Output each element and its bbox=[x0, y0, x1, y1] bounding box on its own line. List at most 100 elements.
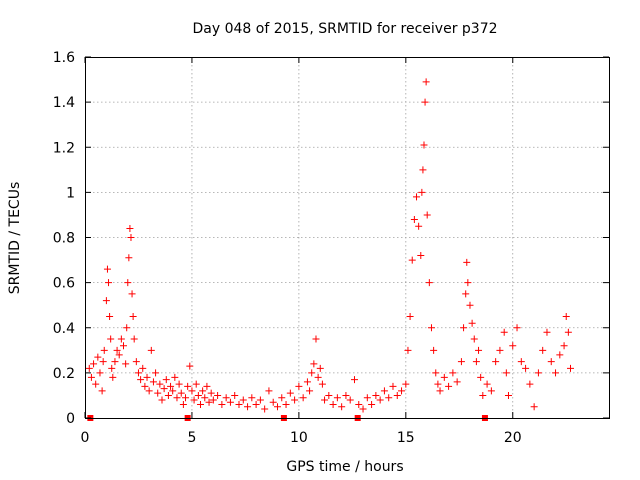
data-point bbox=[111, 358, 119, 366]
data-point bbox=[466, 301, 474, 309]
data-point bbox=[504, 391, 512, 399]
data-point bbox=[194, 391, 202, 399]
data-point bbox=[468, 319, 476, 327]
y-tick-label: 1.4 bbox=[53, 95, 75, 111]
data-point bbox=[479, 391, 487, 399]
data-point bbox=[342, 391, 350, 399]
data-point bbox=[562, 312, 570, 320]
data-point bbox=[132, 358, 140, 366]
data-point bbox=[306, 387, 314, 395]
data-point bbox=[567, 364, 575, 372]
data-point bbox=[534, 369, 542, 377]
data-point bbox=[500, 328, 508, 336]
data-point bbox=[547, 358, 555, 366]
data-point bbox=[113, 346, 121, 354]
data-point bbox=[87, 373, 95, 381]
data-point bbox=[457, 358, 465, 366]
data-points bbox=[85, 78, 575, 413]
data-point bbox=[282, 400, 290, 408]
y-tick-label: 0.2 bbox=[53, 366, 75, 382]
data-point bbox=[350, 376, 358, 384]
data-point bbox=[261, 405, 269, 413]
y-tick-label: 0 bbox=[66, 411, 75, 427]
data-point bbox=[123, 324, 131, 332]
data-point bbox=[445, 382, 453, 390]
data-point bbox=[177, 389, 185, 397]
data-point bbox=[496, 346, 504, 354]
x-axis-label: GPS time / hours bbox=[286, 459, 403, 475]
data-point bbox=[130, 335, 138, 343]
data-point bbox=[517, 358, 525, 366]
data-point bbox=[303, 378, 311, 386]
data-point bbox=[432, 369, 440, 377]
data-point bbox=[564, 328, 572, 336]
data-point bbox=[137, 376, 145, 384]
data-point bbox=[308, 369, 316, 377]
data-point bbox=[513, 324, 521, 332]
data-point bbox=[472, 358, 480, 366]
data-point bbox=[96, 369, 104, 377]
data-point bbox=[376, 396, 384, 404]
data-point bbox=[522, 364, 530, 372]
x-tick-label: 0 bbox=[81, 430, 90, 446]
data-point bbox=[171, 373, 179, 381]
data-point bbox=[218, 400, 226, 408]
data-point bbox=[543, 328, 551, 336]
data-point bbox=[502, 369, 510, 377]
data-point bbox=[106, 312, 114, 320]
data-point bbox=[421, 98, 429, 106]
data-point bbox=[214, 391, 222, 399]
data-point bbox=[530, 403, 538, 411]
data-point bbox=[184, 382, 192, 390]
data-point bbox=[152, 369, 160, 377]
data-point bbox=[355, 400, 363, 408]
data-point bbox=[346, 396, 354, 404]
x-tick-label: 15 bbox=[397, 430, 415, 446]
data-point bbox=[192, 380, 200, 388]
data-point bbox=[413, 193, 421, 201]
data-point bbox=[314, 373, 322, 381]
data-point bbox=[115, 351, 123, 359]
data-point bbox=[406, 312, 414, 320]
data-point bbox=[359, 405, 367, 413]
data-point bbox=[248, 394, 256, 402]
data-point bbox=[477, 373, 485, 381]
data-point bbox=[139, 364, 147, 372]
data-point bbox=[158, 396, 166, 404]
data-point bbox=[109, 373, 117, 381]
data-point bbox=[98, 387, 106, 395]
data-point bbox=[526, 380, 534, 388]
data-point bbox=[209, 396, 217, 404]
data-point bbox=[325, 391, 333, 399]
data-point bbox=[434, 380, 442, 388]
data-point bbox=[226, 398, 234, 406]
axis-ticks: 0 0.2 0.4 0.6 0.8 1 1.2 1.4 1.6 0 5 10 15 20 bbox=[53, 50, 609, 446]
data-point bbox=[415, 222, 423, 230]
data-point bbox=[175, 380, 183, 388]
data-point bbox=[154, 389, 162, 397]
data-point bbox=[291, 396, 299, 404]
data-point bbox=[453, 378, 461, 386]
data-point bbox=[368, 400, 376, 408]
data-point bbox=[156, 380, 164, 388]
data-point bbox=[92, 380, 100, 388]
data-point bbox=[321, 396, 329, 404]
data-point bbox=[552, 369, 560, 377]
data-point bbox=[419, 166, 427, 174]
data-point bbox=[231, 391, 239, 399]
y-tick-label: 0.8 bbox=[53, 231, 75, 247]
data-point bbox=[186, 362, 194, 370]
data-point bbox=[462, 290, 470, 298]
y-tick-label: 1.6 bbox=[53, 50, 75, 66]
data-point bbox=[295, 382, 303, 390]
data-point bbox=[539, 346, 547, 354]
data-point bbox=[167, 382, 175, 390]
data-point bbox=[129, 312, 137, 320]
data-point bbox=[199, 387, 207, 395]
data-point bbox=[427, 324, 435, 332]
data-point bbox=[404, 346, 412, 354]
data-point bbox=[94, 353, 102, 361]
x-tick-label: 20 bbox=[504, 430, 522, 446]
data-point bbox=[127, 234, 135, 241]
data-point bbox=[265, 387, 273, 395]
